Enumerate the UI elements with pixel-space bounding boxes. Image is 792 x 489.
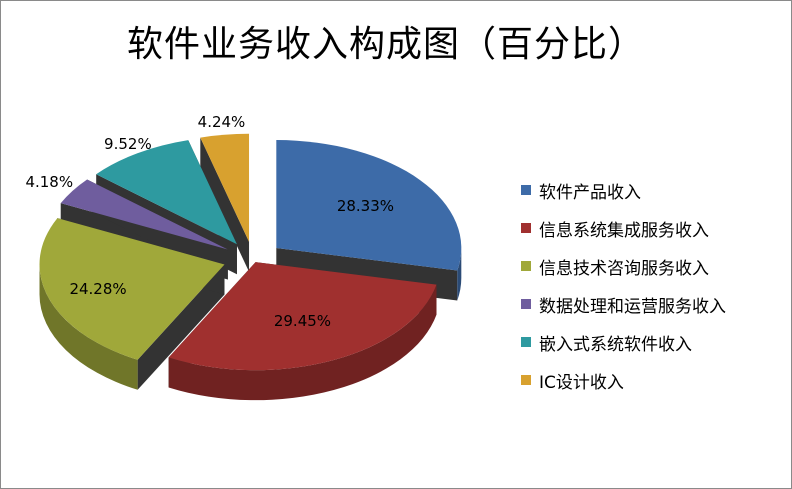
pie-slice: [39, 218, 225, 360]
pie-slice: [96, 140, 237, 245]
legend-item: 嵌入式系统软件收入: [521, 323, 726, 361]
slice-rim: [39, 264, 138, 390]
legend: 软件产品收入信息系统集成服务收入 信息技术咨询服务收入 数据处理和运营服务收入 嵌入式…: [521, 171, 726, 399]
chart-title: 软件业务收入构成图（百分比）: [126, 24, 645, 65]
legend-item: 软件产品收入: [521, 171, 726, 209]
legend-swatch: [521, 261, 531, 271]
pie-slice: [60, 179, 228, 250]
slice-wall: [137, 264, 225, 390]
data-label: 24.28%: [69, 280, 126, 298]
pie-slice: [276, 140, 462, 271]
slice-wall: [200, 137, 250, 272]
legend-item: 信息技术咨询服务收入: [521, 247, 726, 285]
pie-slice: [168, 262, 437, 371]
legend-swatch: [521, 375, 531, 385]
legend-label: 数据处理和运营服务收入: [539, 296, 726, 317]
legend-item: 数据处理和运营服务收入: [521, 285, 726, 323]
slice-rim: [168, 284, 437, 401]
legend-item: IC设计收入: [521, 361, 726, 399]
legend-label: 软件产品收入: [539, 182, 641, 203]
pie-slice: [200, 133, 250, 242]
data-label: 28.33%: [337, 197, 394, 215]
data-label: 29.45%: [274, 312, 331, 330]
legend-swatch: [521, 337, 531, 347]
data-label: 4.24%: [198, 113, 246, 131]
legend-label: IC设计收入: [539, 372, 624, 393]
legend-label: 信息技术咨询服务收入: [539, 258, 709, 279]
legend-swatch: [521, 185, 531, 195]
legend-label: 嵌入式系统软件收入: [539, 334, 692, 355]
data-label: 9.52%: [104, 135, 152, 153]
legend-swatch: [521, 299, 531, 309]
slice-rim: [457, 248, 462, 301]
legend-label: 信息系统集成服务收入: [539, 220, 709, 241]
legend-swatch: [521, 223, 531, 233]
legend-item: 信息系统集成服务收入: [521, 209, 726, 247]
data-label: 4.18%: [25, 173, 73, 191]
